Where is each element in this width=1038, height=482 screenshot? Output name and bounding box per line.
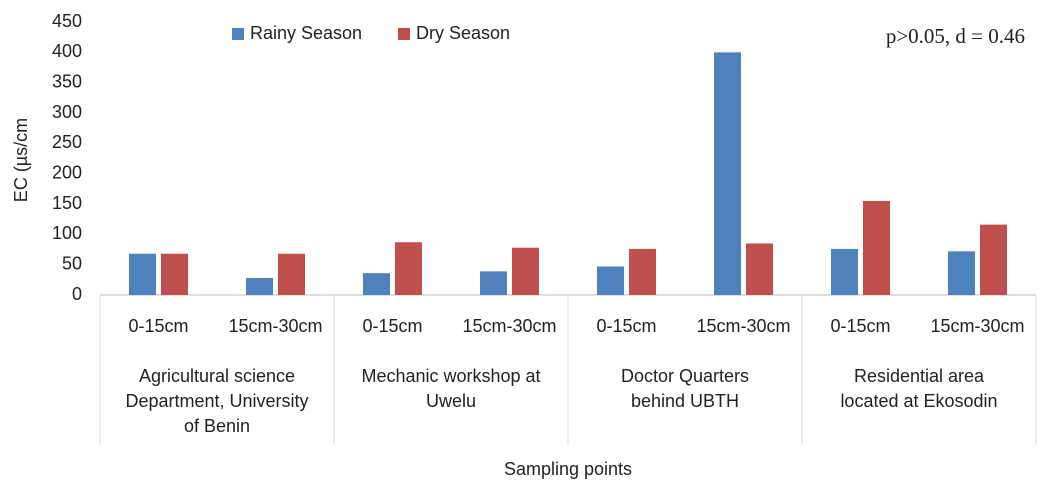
bar <box>395 242 422 295</box>
bar <box>714 52 741 296</box>
legend-label: Rainy Season <box>250 23 362 43</box>
y-tick-label: 200 <box>52 162 82 182</box>
bar <box>746 243 773 295</box>
bar <box>863 200 890 295</box>
bar <box>480 271 507 295</box>
bar <box>629 248 656 295</box>
group-label: located at Ekosodin <box>840 391 997 411</box>
y-tick-label: 350 <box>52 71 82 91</box>
x-tick-label: 0-15cm <box>830 316 890 336</box>
bar <box>129 253 156 295</box>
group-label: behind UBTH <box>631 391 739 411</box>
bar <box>980 224 1007 295</box>
y-tick-label: 0 <box>72 284 82 304</box>
x-tick-label: 15cm-30cm <box>930 316 1024 336</box>
bar <box>597 266 624 295</box>
group-label: Residential area <box>854 366 985 386</box>
group-label: Uwelu <box>426 391 476 411</box>
y-tick-label: 150 <box>52 193 82 213</box>
x-tick-label: 0-15cm <box>128 316 188 336</box>
x-tick-label: 0-15cm <box>362 316 422 336</box>
group-label: Agricultural science <box>139 366 295 386</box>
y-tick-label: 300 <box>52 102 82 122</box>
y-tick-label: 450 <box>52 11 82 31</box>
x-tick-label: 15cm-30cm <box>462 316 556 336</box>
x-tick-label: 15cm-30cm <box>228 316 322 336</box>
x-axis-title: Sampling points <box>504 459 632 479</box>
x-tick-label: 15cm-30cm <box>696 316 790 336</box>
y-axis-title: EC (µs/cm <box>11 118 31 202</box>
x-tick-label: 0-15cm <box>596 316 656 336</box>
bar <box>161 253 188 295</box>
bar <box>363 273 390 295</box>
y-tick-label: 50 <box>62 253 82 273</box>
group-label: Mechanic workshop at <box>361 366 540 386</box>
legend-swatch <box>232 28 244 40</box>
y-tick-label: 400 <box>52 41 82 61</box>
legend-label: Dry Season <box>416 23 510 43</box>
legend-swatch <box>398 28 410 40</box>
bar <box>512 247 539 295</box>
bar <box>831 248 858 295</box>
group-label: Doctor Quarters <box>621 366 749 386</box>
bar <box>948 251 975 295</box>
group-label: of Benin <box>184 416 250 436</box>
y-tick-label: 100 <box>52 223 82 243</box>
y-tick-label: 250 <box>52 132 82 152</box>
bar <box>246 278 273 295</box>
group-label: Department, University <box>125 391 308 411</box>
annotation: p>0.05, d = 0.46 <box>886 24 1025 48</box>
bar <box>278 253 305 295</box>
